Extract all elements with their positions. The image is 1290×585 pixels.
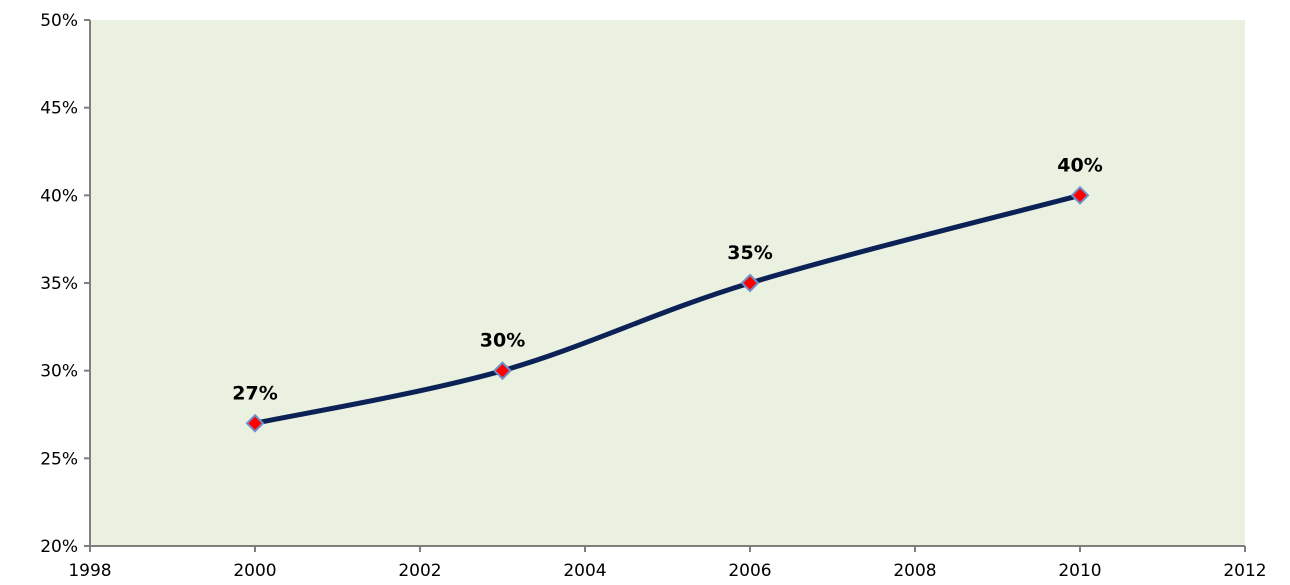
data-point-marker [245, 413, 265, 433]
y-tick-label: 25% [40, 449, 78, 469]
data-label: 27% [232, 382, 277, 404]
y-tick-label: 40% [40, 186, 78, 206]
data-point-marker [1070, 185, 1090, 205]
y-tick-label: 50% [40, 11, 78, 31]
series-line [252, 192, 1083, 426]
x-tick-label: 2006 [728, 561, 771, 581]
x-tick-label: 2004 [563, 561, 606, 581]
data-label: 30% [480, 330, 525, 352]
data-label: 35% [727, 242, 772, 264]
x-axis: 1998 2000 2002 2004 2006 2008 2010 2012 [68, 545, 1267, 581]
x-tick-label: 2008 [893, 561, 936, 581]
data-label: 40% [1057, 154, 1102, 176]
y-tick-label: 35% [40, 274, 78, 294]
y-axis: 20% 25% 30% 35% 40% 45% 50% [40, 11, 91, 557]
x-tick-label: 2000 [233, 561, 276, 581]
x-tick-label: 2012 [1223, 561, 1266, 581]
data-point-marker [740, 273, 760, 293]
y-tick-label: 20% [40, 537, 78, 557]
plot-area [90, 20, 1245, 546]
series-group: 27% 30% 35% 40% [232, 154, 1103, 433]
y-tick-label: 45% [40, 99, 78, 119]
x-tick-label: 1998 [68, 561, 111, 581]
x-tick-label: 2010 [1058, 561, 1101, 581]
y-tick-label: 30% [40, 362, 78, 382]
x-tick-label: 2002 [398, 561, 441, 581]
data-point-marker [493, 361, 512, 381]
